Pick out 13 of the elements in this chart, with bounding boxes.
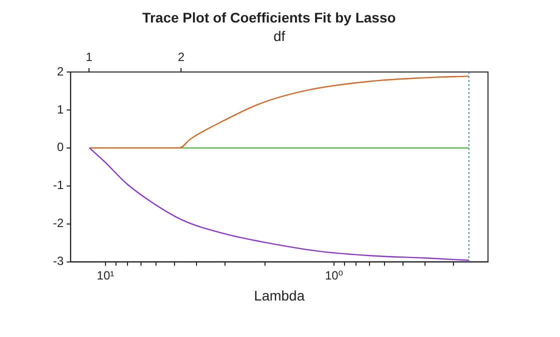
y-tick-label: 1 <box>56 102 64 116</box>
y-tick-label: 2 <box>56 64 64 78</box>
y-tick-label: 0 <box>56 140 64 154</box>
x2-tick-label: 1 <box>86 50 93 64</box>
y-tick-label: -3 <box>53 254 64 268</box>
x-axis-title: Lambda <box>254 287 305 304</box>
chart-title: Trace Plot of Coefficients Fit by Lasso <box>142 9 396 26</box>
y-tick-label: -1 <box>53 178 64 192</box>
x-tick-label: 10¹ <box>96 268 114 282</box>
x2-axis-title: df <box>273 28 286 44</box>
x-tick-label: 10⁰ <box>324 268 344 282</box>
x2-tick-label: 2 <box>178 50 185 64</box>
y-tick-label: -2 <box>53 216 64 230</box>
